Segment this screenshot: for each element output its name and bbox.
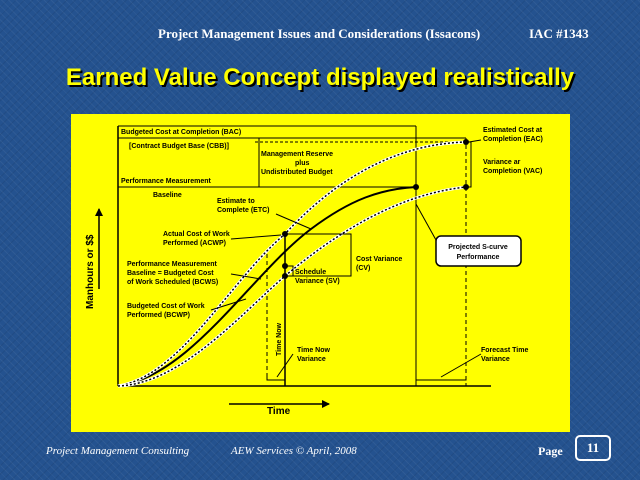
- header-title: Project Management Issues and Considerat…: [158, 26, 481, 41]
- baseline-label: Baseline: [153, 192, 182, 199]
- header-code: IAC #1343: [529, 26, 589, 41]
- y-axis-label: Manhours or $$: [85, 234, 96, 309]
- tnv-bracket: [266, 376, 286, 381]
- mr-label-1: Management Reserve: [261, 151, 333, 158]
- bcws-curve: [117, 186, 417, 387]
- x-axis-label: Time: [267, 406, 291, 417]
- vac-label-1: Variance ar: [483, 159, 521, 166]
- eac-label-2: Completion (EAC): [483, 136, 543, 143]
- vac-bracket: [466, 141, 472, 188]
- eac-label-1: Estimated Cost at: [483, 127, 543, 134]
- tnv-label-2: Variance: [297, 356, 326, 363]
- bcwp-leader: [210, 298, 247, 311]
- mr-bracket: [255, 137, 260, 188]
- vac-label-2: Completion (VAC): [483, 168, 542, 175]
- ftv-label-1: Forecast Time: [481, 347, 528, 354]
- sv-label-1: Schedule: [295, 269, 326, 276]
- cv-label-2: (CV): [356, 265, 370, 272]
- scurve-label-1: Projected S-curve: [448, 244, 508, 251]
- bcws-label-3: of Work Scheduled (BCWS): [127, 279, 218, 286]
- bcwp-curve-dots: [117, 186, 467, 387]
- acwp-label-1: Actual Cost of Work: [163, 231, 230, 238]
- acwp-leader: [230, 234, 282, 240]
- footer-company: Project Management Consulting: [46, 445, 190, 457]
- etc-label-2: Complete (ETC): [217, 207, 270, 214]
- etc-leader: [275, 213, 312, 230]
- bcws-label-2: Baseline = Budgeted Cost: [127, 270, 214, 277]
- bcwp-label-2: Performed (BCWP): [127, 312, 190, 319]
- bcwp-label-1: Budgeted Cost of Work: [127, 303, 205, 310]
- acwp-label-2: Performed (ACWP): [163, 240, 226, 247]
- cbb-label: [Contract Budget Base (CBB)]: [129, 143, 229, 150]
- pmb-label: Performance Measurement: [121, 178, 212, 185]
- mr-label-2: plus: [295, 160, 309, 167]
- page-label: Page: [538, 444, 563, 458]
- scurve-label-2: Performance: [457, 254, 500, 261]
- sv-label-2: Variance (SV): [295, 278, 340, 285]
- earned-value-diagram: Budgeted Cost at Completion (BAC) [Contr…: [71, 114, 570, 432]
- tnv-label-1: Time Now: [297, 347, 330, 354]
- bac-label: Budgeted Cost at Completion (BAC): [121, 129, 241, 136]
- scurve-callout-box: [435, 235, 522, 267]
- eac-leader: [468, 139, 482, 143]
- bcws-leader: [230, 273, 262, 280]
- time-now-label: Time Now: [276, 323, 283, 356]
- footer-copyright: AEW Services © April, 2008: [231, 445, 357, 457]
- sv-bracket: [285, 265, 294, 277]
- bcws-label-1: Performance Measurement: [127, 261, 218, 268]
- ftv-bracket: [415, 376, 467, 381]
- mr-label-3: Undistributed Budget: [261, 169, 333, 176]
- bac-complete-point: [413, 184, 419, 190]
- cv-bracket: [285, 233, 352, 277]
- etc-label-1: Estimate to: [217, 198, 255, 205]
- tnv-leader: [276, 353, 294, 378]
- page-number-badge: 11: [575, 435, 611, 461]
- slide-title: Earned Value Concept displayed realistic…: [65, 64, 575, 91]
- ftv-leader: [440, 353, 482, 378]
- diagram-svg: Budgeted Cost at Completion (BAC) [Contr…: [85, 125, 543, 417]
- ftv-label-2: Variance: [481, 356, 510, 363]
- cv-label-1: Cost Variance: [356, 256, 402, 263]
